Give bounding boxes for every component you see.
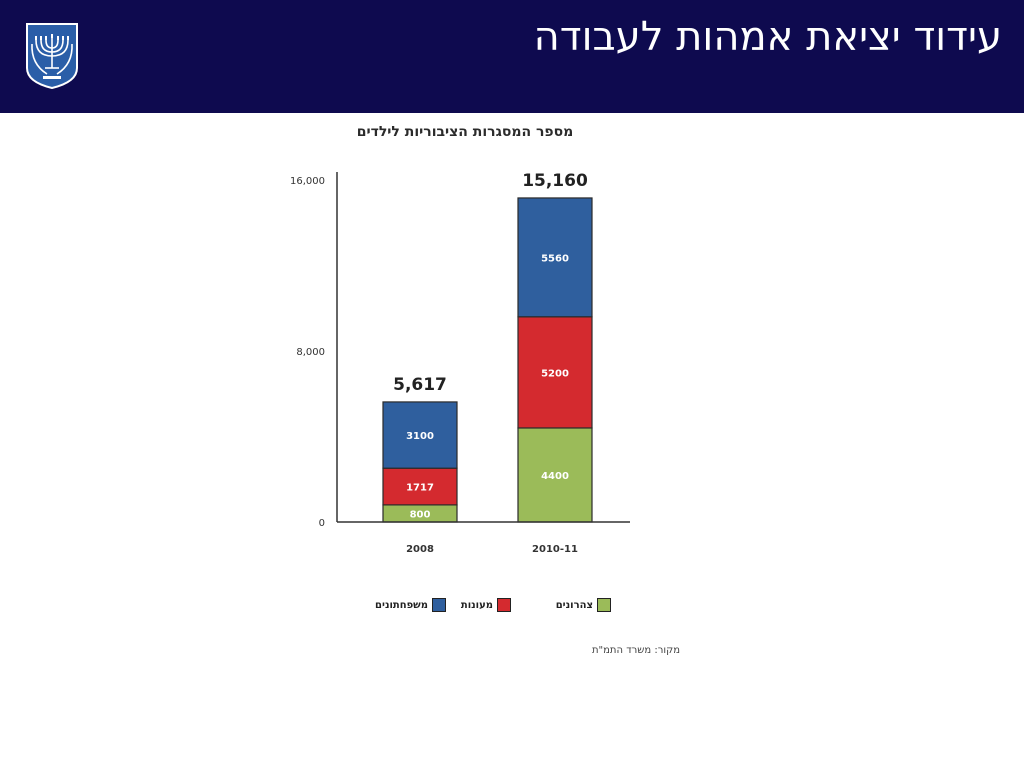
bar-data-label: 5560 — [541, 253, 569, 264]
legend-swatch — [432, 598, 446, 612]
slide-header: עידוד יציאת אמהות לעבודה — [0, 0, 1024, 113]
legend-item-family-daycare: משפחתונים — [375, 595, 446, 615]
source-note: מקור: משרד התמ"ת — [591, 645, 680, 656]
legend-item-after-school: צהרונים — [556, 595, 611, 615]
legend-swatch — [497, 598, 511, 612]
y-tick-label: 16,000 — [290, 176, 325, 187]
legend-item-daycare-centers: מעונות — [461, 595, 511, 615]
legend-swatch — [597, 598, 611, 612]
chart-title: מספר המסגרות הציבוריות לילדים — [356, 124, 574, 140]
x-tick-label: 2008 — [406, 544, 434, 555]
bar-data-label: 5200 — [541, 368, 569, 379]
axes-layer: 0 8,000 16,000 2008 2010-11 — [290, 172, 630, 555]
state-emblem-icon — [26, 23, 78, 90]
slide-title: עידוד יציאת אמהות לעבודה — [533, 14, 1002, 60]
stacked-bar-chart: 800 1717 3100 5,617 4400 5200 5560 15,160 0 8,00… — [290, 171, 630, 555]
bar-segment — [382, 467, 458, 506]
bar-total-label: 15,160 — [522, 171, 588, 191]
legend-label: צהרונים — [555, 599, 593, 611]
bar-data-label: 3100 — [406, 431, 434, 442]
bar-total-label: 5,617 — [393, 375, 447, 395]
legend-label: משפחתונים — [375, 599, 428, 611]
bar-data-label: 1717 — [406, 483, 434, 494]
bar-segment — [517, 197, 593, 318]
x-tick-label: 2010-11 — [532, 544, 578, 555]
y-tick-label: 8,000 — [296, 347, 325, 358]
bars-layer: 800 1717 3100 5,617 4400 5200 5560 15,160 — [382, 171, 593, 523]
bar-segment — [382, 401, 458, 469]
legend-label: מעונות — [460, 599, 493, 611]
chart-legend: צהרונים מעונות משפחתונים — [366, 595, 611, 615]
y-tick-label: 0 — [319, 518, 325, 529]
bar-data-label: 4400 — [541, 471, 569, 482]
bar-data-label: 800 — [410, 509, 431, 520]
